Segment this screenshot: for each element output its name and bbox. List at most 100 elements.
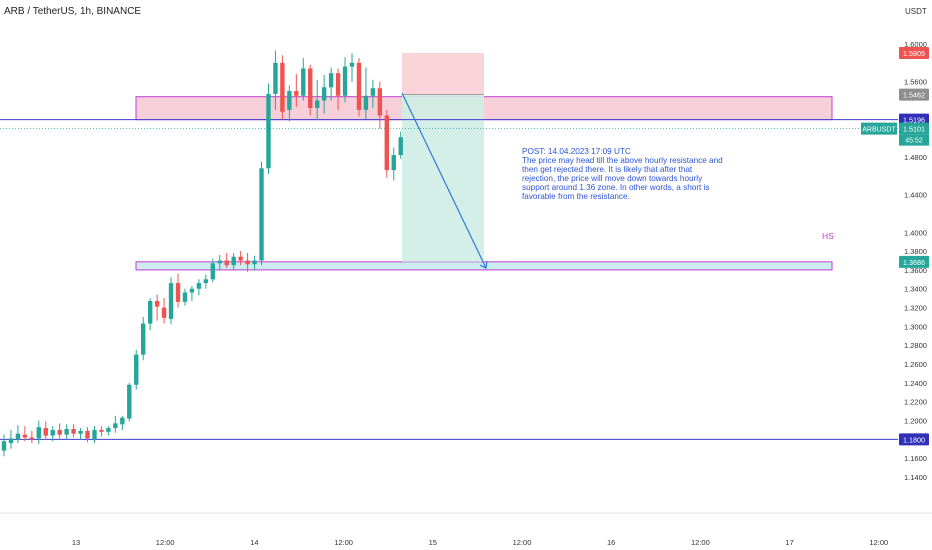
candle-body <box>29 437 35 440</box>
note-line: then get rejected there. It is likely th… <box>522 165 693 174</box>
y-tick-label: 1.6000 <box>904 40 927 49</box>
note-line: POST: 14.04.2023 17:09 UTC <box>522 147 631 156</box>
price-tag-box <box>899 433 929 446</box>
countdown-box <box>899 134 929 146</box>
zone-label-hs: HS <box>822 231 834 241</box>
candle-body <box>315 100 320 109</box>
candle-body <box>238 256 243 261</box>
level-lines <box>0 119 898 440</box>
candle-body <box>8 438 14 444</box>
candle-body <box>78 430 83 434</box>
candle-body <box>92 429 97 440</box>
candle-body <box>280 62 285 112</box>
candle-body <box>398 137 403 156</box>
candle-body <box>71 428 76 434</box>
candle-body <box>349 62 355 67</box>
x-tick-label: 12:00 <box>691 538 710 547</box>
price-tag-label: 1.3686 <box>903 258 925 267</box>
candle-body <box>356 62 362 110</box>
candle-body <box>335 73 341 96</box>
candle-body <box>15 433 21 440</box>
candle-body <box>43 428 48 436</box>
candle-body <box>391 155 396 171</box>
zone-layer <box>135 52 833 271</box>
candle-body <box>231 256 236 266</box>
price-tag-label: 1.5462 <box>903 91 925 100</box>
candle-body <box>301 68 306 96</box>
candle-body <box>1 441 7 451</box>
price-tag-box <box>899 46 929 59</box>
x-tick-label: 13 <box>72 538 80 547</box>
candle-body <box>22 434 28 438</box>
x-tick-label: 12:00 <box>156 538 175 547</box>
y-tick-label: 1.4800 <box>904 153 927 162</box>
candle-body <box>384 115 389 171</box>
y-tick-label: 1.2200 <box>904 398 927 407</box>
candle-body <box>252 260 257 265</box>
currency-label: USDT <box>905 7 927 16</box>
candles <box>1 50 403 457</box>
candle-body <box>161 307 167 318</box>
candle-body <box>342 66 348 96</box>
candle-body <box>154 300 160 307</box>
symbol-tag-label: ARBUSDT <box>862 127 896 134</box>
y-tick-label: 1.4000 <box>904 228 927 237</box>
note-line: rejection, the price will move down towa… <box>522 174 703 183</box>
y-tick-label: 1.2000 <box>904 417 927 426</box>
candle-body <box>245 260 250 265</box>
x-tick-label: 15 <box>429 538 437 547</box>
candle-body <box>120 417 125 425</box>
x-tick-label: 12:00 <box>334 538 353 547</box>
candle-body <box>85 430 90 439</box>
note-line: The price may head till the above hourly… <box>522 156 723 165</box>
note-line: favorable from the resistance. <box>522 192 630 201</box>
y-tick-label: 1.3200 <box>904 304 927 313</box>
candle-body <box>224 260 229 266</box>
candle-body <box>273 62 278 94</box>
time-axis[interactable]: 13 12:00 14 12:00 15 12:00 16 12:00 17 12:00 <box>72 538 888 547</box>
note-line: support around 1.36 zone. In other words… <box>522 183 710 192</box>
price-tag-label: 1.1800 <box>903 435 925 444</box>
analysis-note: POST: 14.04.2023 17:09 UTC The price may… <box>522 147 723 201</box>
x-tick-label: 17 <box>785 538 793 547</box>
candle-body <box>266 93 271 169</box>
y-tick-label: 1.4400 <box>904 191 927 200</box>
price-tag-label: 1.5101 <box>903 125 925 134</box>
candle-body <box>106 428 111 432</box>
candle-body <box>64 428 69 435</box>
candle-body <box>134 354 139 385</box>
candle-body <box>210 263 215 280</box>
price-tag-box <box>899 88 929 101</box>
price-tag-label: 1.5196 <box>903 116 925 125</box>
candle-body <box>196 283 202 289</box>
x-tick-label: 12:00 <box>869 538 888 547</box>
x-tick-label: 12:00 <box>513 538 532 547</box>
y-tick-label: 1.2600 <box>904 360 927 369</box>
countdown-label: 45:52 <box>905 138 923 145</box>
price-tag-label: 1.5905 <box>903 49 925 58</box>
candle-body <box>50 429 55 436</box>
x-tick-label: 14 <box>250 538 258 547</box>
y-tick-label: 1.3600 <box>904 266 927 275</box>
symbol-title: ARB / TetherUS, 1h, BINANCE <box>4 6 141 17</box>
candle-body <box>287 91 292 110</box>
y-tick-label: 1.2800 <box>904 341 927 350</box>
candle-body <box>217 260 222 264</box>
candle-body <box>321 87 327 101</box>
y-tick-label: 1.3400 <box>904 285 927 294</box>
arrow-head <box>479 260 488 269</box>
x-tick-label: 16 <box>607 538 615 547</box>
candle-body <box>189 288 195 293</box>
candle-body <box>36 427 41 439</box>
candle-body <box>294 91 299 96</box>
y-tick-label: 1.1600 <box>904 454 927 463</box>
candle-body <box>377 88 383 116</box>
candle-body <box>203 279 209 284</box>
candle-body <box>113 423 118 429</box>
candle-body <box>175 283 181 302</box>
y-tick-label: 1.2400 <box>904 379 927 388</box>
candle-body <box>308 68 313 109</box>
candle-body <box>259 168 264 261</box>
